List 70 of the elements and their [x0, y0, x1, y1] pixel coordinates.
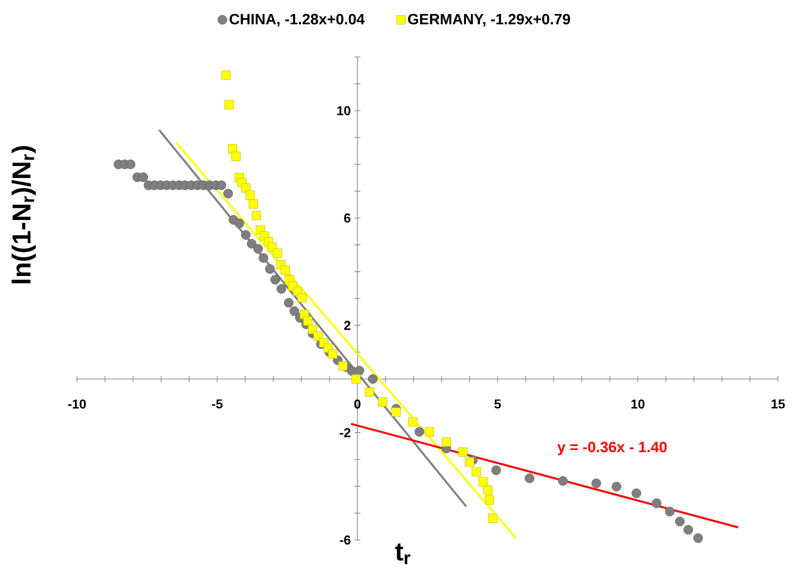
point: [458, 447, 468, 457]
point: [354, 366, 364, 376]
point: [224, 100, 234, 110]
point: [408, 417, 418, 427]
point: [632, 488, 642, 498]
point: [664, 506, 675, 516]
point: [272, 248, 282, 258]
x-tick-label: -5: [212, 399, 223, 408]
x-tick-label: -10: [68, 399, 86, 409]
point: [472, 467, 481, 476]
point: [683, 525, 694, 535]
point: [364, 388, 374, 397]
point: [290, 306, 300, 316]
point: [592, 478, 602, 488]
point: [297, 293, 306, 302]
point: [252, 211, 262, 220]
point: [270, 274, 280, 284]
x-tick-label: 10: [631, 399, 644, 409]
point: [478, 477, 488, 486]
point: [253, 244, 263, 254]
point: [231, 152, 241, 161]
point: [464, 457, 474, 466]
x-tick-label: 0: [354, 399, 360, 409]
y-tick-label: -6: [340, 535, 350, 545]
point: [652, 498, 662, 508]
point: [483, 486, 492, 495]
point: [675, 516, 685, 526]
point: [424, 427, 434, 436]
point: [368, 374, 378, 384]
x-axis-title: t$_{r}$: [395, 544, 410, 564]
point: [241, 230, 251, 240]
point: [303, 316, 312, 326]
point: [216, 180, 226, 190]
point: [280, 266, 290, 275]
point: [524, 474, 534, 484]
point: [484, 495, 494, 505]
point: [442, 437, 451, 447]
point: [248, 199, 258, 209]
point: [351, 374, 361, 384]
point: [284, 298, 294, 308]
point: [221, 70, 230, 80]
point: [265, 264, 275, 274]
point: [234, 218, 244, 228]
point: [558, 476, 568, 486]
point: [276, 284, 286, 294]
point: [491, 465, 501, 476]
point: [246, 238, 256, 249]
y-tick-label: -2: [340, 428, 350, 438]
point: [223, 188, 233, 198]
point: [328, 349, 338, 359]
point: [414, 427, 424, 437]
point: [138, 172, 148, 182]
point: [378, 397, 388, 407]
legend-label: CHINA, -1.28x+0.04: [230, 14, 365, 27]
y-tick-label: 10: [337, 106, 350, 116]
point: [693, 533, 703, 543]
point: [488, 514, 498, 523]
point: [612, 482, 622, 492]
point: [338, 361, 348, 370]
x-tick-label: 5: [494, 399, 501, 408]
annotation: y = -0.36x - 1.40: [557, 442, 667, 456]
y-tick-label: 2: [344, 320, 350, 330]
y-tick-label: 6: [344, 213, 350, 223]
point: [258, 253, 268, 263]
y-axis-title: ln((1-N$_{r}$)/N$_{r}$): [12, 146, 36, 284]
legend-label: GERMANY, -1.29x+0.79: [408, 14, 570, 27]
point: [392, 407, 401, 417]
x-tick-label: 15: [772, 399, 785, 408]
point: [245, 190, 255, 200]
point: [126, 160, 136, 170]
